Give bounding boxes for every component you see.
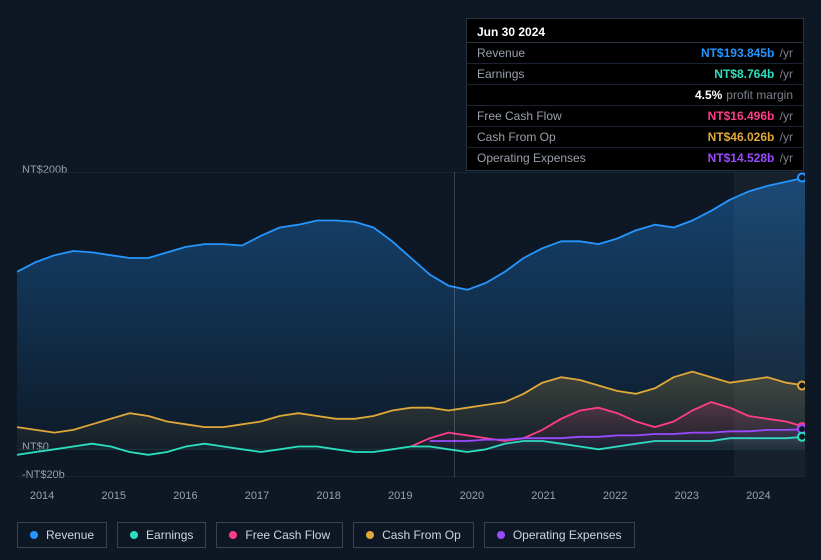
legend-label: Revenue (46, 528, 94, 542)
hover-guide-line (454, 172, 455, 477)
x-axis-labels: 2014 2015 2016 2017 2018 2019 2020 2021 2022 2023… (0, 490, 821, 506)
chart-plot-area (17, 172, 805, 477)
tooltip-row-margin: 4.5%profit margin (467, 84, 803, 105)
legend-item-cash_from_op[interactable]: Cash From Op (353, 522, 474, 548)
legend-item-free_cash_flow[interactable]: Free Cash Flow (216, 522, 343, 548)
x-axis-label: 2018 (316, 490, 340, 502)
legend-dot-icon (229, 531, 237, 539)
legend-item-operating_expenses[interactable]: Operating Expenses (484, 522, 635, 548)
x-axis-label: 2023 (675, 490, 699, 502)
x-axis-label: 2020 (460, 490, 484, 502)
x-axis-label: 2014 (30, 490, 54, 502)
legend-label: Cash From Op (382, 528, 461, 542)
tooltip-row-earnings: EarningsNT$8.764b /yr (467, 63, 803, 84)
tooltip-row-cash_from_op: Cash From OpNT$46.026b /yr (467, 126, 803, 147)
x-axis-label: 2017 (245, 490, 269, 502)
legend-dot-icon (30, 531, 38, 539)
tooltip-date: Jun 30 2024 (467, 21, 803, 43)
x-axis-label: 2021 (531, 490, 555, 502)
x-axis-label: 2019 (388, 490, 412, 502)
legend: Revenue Earnings Free Cash Flow Cash From O… (17, 522, 635, 548)
x-axis-label: 2016 (173, 490, 197, 502)
tooltip-row-revenue: RevenueNT$193.845b /yr (467, 43, 803, 63)
tooltip-row-operating_expenses: Operating ExpensesNT$14.528b /yr (467, 147, 803, 168)
legend-dot-icon (366, 531, 374, 539)
legend-label: Earnings (146, 528, 193, 542)
legend-label: Free Cash Flow (245, 528, 330, 542)
hover-tooltip: Jun 30 2024 RevenueNT$193.845b /yrEarnin… (466, 18, 804, 171)
legend-item-revenue[interactable]: Revenue (17, 522, 107, 548)
tooltip-row-free_cash_flow: Free Cash FlowNT$16.496b /yr (467, 105, 803, 126)
legend-dot-icon (497, 531, 505, 539)
x-axis-label: 2022 (603, 490, 627, 502)
chart-svg (17, 172, 805, 477)
legend-label: Operating Expenses (513, 528, 622, 542)
legend-dot-icon (130, 531, 138, 539)
x-axis-label: 2024 (746, 490, 770, 502)
legend-item-earnings[interactable]: Earnings (117, 522, 206, 548)
x-axis-label: 2015 (101, 490, 125, 502)
